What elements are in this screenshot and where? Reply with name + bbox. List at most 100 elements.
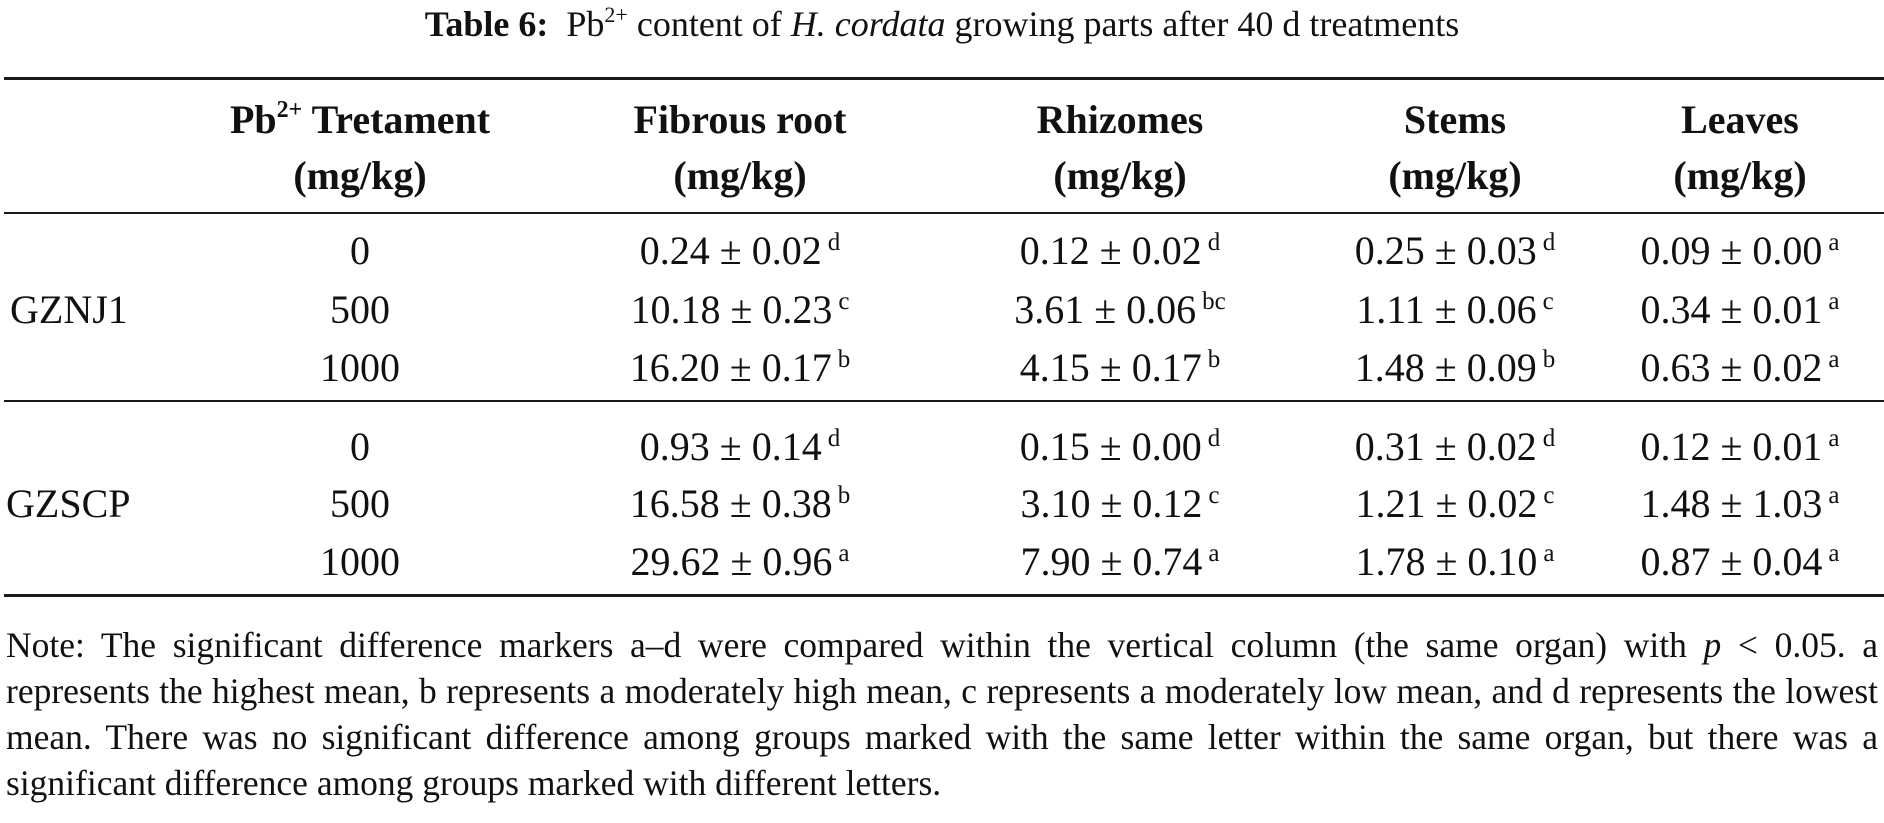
stems-cell: 1.78 ± 0.10 a [1300, 533, 1610, 591]
table-caption: Table 6: Pb2+ content of H. cordata grow… [0, 0, 1884, 48]
significance-marker: a [1543, 540, 1555, 567]
stems-cell: 1.11 ± 0.06 c [1300, 281, 1610, 339]
significance-marker: b [837, 482, 851, 509]
significance-marker: d [1207, 229, 1221, 256]
treatment-cell: 500 [330, 287, 390, 332]
significance-marker: d [1207, 425, 1221, 452]
header-stems-unit: (mg/kg) [1388, 153, 1522, 198]
header-rhizomes: Rhizomes (mg/kg) [960, 92, 1280, 204]
cell-value: 4.15 ± 0.17 [1019, 345, 1202, 390]
treatment-cell: 1000 [320, 345, 400, 390]
cell-value: 0.87 ± 0.04 [1640, 539, 1823, 584]
rhizomes-cell: 0.15 ± 0.00 d [960, 418, 1280, 476]
treatment-cell: 1000 [320, 539, 400, 584]
significance-marker: a [1828, 346, 1840, 373]
header-rhizomes-title: Rhizomes [1036, 97, 1204, 142]
treatment-cell: 500 [330, 481, 390, 526]
cell-value: 29.62 ± 0.96 [630, 539, 833, 584]
cell-value: 0.93 ± 0.14 [639, 424, 822, 469]
significance-marker: d [827, 229, 841, 256]
significance-marker: b [837, 346, 851, 373]
group-separator-rule [4, 400, 1884, 402]
header-leaves-title: Leaves [1681, 97, 1799, 142]
table-note: Note: The significant difference markers… [6, 622, 1878, 806]
header-stems-title: Stems [1403, 97, 1507, 142]
rhizomes-cell: 4.15 ± 0.17 b [960, 339, 1280, 397]
header-rhizomes-unit: (mg/kg) [1053, 153, 1187, 198]
bottom-rule [4, 594, 1884, 597]
significance-marker: c [1542, 288, 1554, 315]
significance-marker: c [1208, 482, 1220, 509]
significance-marker: b [1207, 346, 1221, 373]
leaves-cell: 1.48 ± 1.03 a [1600, 475, 1880, 533]
note-p-symbol: p [1703, 625, 1722, 665]
significance-marker: d [827, 425, 841, 452]
leaves-cell: 0.34 ± 0.01 a [1600, 281, 1880, 339]
caption-text-after: growing parts after 40 d treatments [945, 4, 1460, 44]
leaves-cell: 0.12 ± 0.01 a [1600, 418, 1880, 476]
fibrous-root-cell: 0.24 ± 0.02 d [580, 222, 900, 280]
header-fibrous-root: Fibrous root (mg/kg) [580, 92, 900, 204]
cell-value: 0.63 ± 0.02 [1640, 345, 1823, 390]
significance-marker: a [1828, 229, 1840, 256]
cell-value: 1.21 ± 0.02 [1355, 481, 1538, 526]
stems-cell: 0.31 ± 0.02 d [1300, 418, 1610, 476]
cell-value: 0.12 ± 0.01 [1640, 424, 1823, 469]
fibrous-root-cell: 10.18 ± 0.23 c [580, 281, 900, 339]
stems-cell: 1.21 ± 0.02 c [1300, 475, 1610, 533]
header-leaves-unit: (mg/kg) [1673, 153, 1807, 198]
header-rule [4, 212, 1884, 214]
cell-value: 7.90 ± 0.74 [1020, 539, 1203, 584]
cell-value: 10.18 ± 0.23 [630, 287, 833, 332]
leaves-cell: 0.63 ± 0.02 a [1600, 339, 1880, 397]
rhizomes-cell: 0.12 ± 0.02 d [960, 222, 1280, 280]
group-name: GZSCP [6, 481, 131, 526]
cell-value: 1.11 ± 0.06 [1356, 287, 1537, 332]
treatment-cell: 0 [350, 228, 370, 273]
caption-species: H. cordata [790, 4, 946, 44]
note-text-part1: Note: The significant difference markers… [6, 625, 1704, 665]
significance-marker: a [1828, 425, 1840, 452]
significance-marker: a [1828, 482, 1840, 509]
significance-marker: a [1208, 540, 1220, 567]
cell-value: 0.25 ± 0.03 [1354, 228, 1537, 273]
cell-value: 16.20 ± 0.17 [629, 345, 832, 390]
stems-cell: 1.48 ± 0.09 b [1300, 339, 1610, 397]
header-treatment-unit: (mg/kg) [293, 153, 427, 198]
significance-marker: d [1542, 425, 1556, 452]
cell-value: 0.15 ± 0.00 [1019, 424, 1202, 469]
header-fibrous-root-title: Fibrous root [633, 97, 847, 142]
cell-value: 0.24 ± 0.02 [639, 228, 822, 273]
fibrous-root-cell: 16.58 ± 0.38 b [580, 475, 900, 533]
header-stems: Stems (mg/kg) [1300, 92, 1610, 204]
header-treatment-sup: 2+ [276, 97, 303, 123]
caption-text-middle: content of [627, 4, 791, 44]
header-treatment-title: Pb2+ Tretament [190, 92, 530, 148]
significance-marker: a [1828, 540, 1840, 567]
cell-value: 0.34 ± 0.01 [1640, 287, 1823, 332]
cell-value: 0.09 ± 0.00 [1640, 228, 1823, 273]
cell-value: 0.31 ± 0.02 [1354, 424, 1537, 469]
significance-marker: b [1542, 346, 1556, 373]
rhizomes-cell: 7.90 ± 0.74 a [960, 533, 1280, 591]
cell-value: 3.61 ± 0.06 [1014, 287, 1197, 332]
rhizomes-cell: 3.61 ± 0.06 bc [960, 281, 1280, 339]
header-fibrous-root-unit: (mg/kg) [673, 153, 807, 198]
significance-marker: d [1542, 229, 1556, 256]
significance-marker: a [838, 540, 850, 567]
significance-marker: c [1543, 482, 1555, 509]
note-text-part2: < 0.05. a represents the highest mean, b… [6, 625, 1878, 803]
caption-superscript: 2+ [604, 2, 628, 27]
treatment-cell: 0 [350, 424, 370, 469]
fibrous-root-cell: 29.62 ± 0.96 a [580, 533, 900, 591]
significance-marker: c [838, 288, 850, 315]
leaves-cell: 0.09 ± 0.00 a [1600, 222, 1880, 280]
leaves-cell: 0.87 ± 0.04 a [1600, 533, 1880, 591]
stems-cell: 0.25 ± 0.03 d [1300, 222, 1610, 280]
cell-value: 3.10 ± 0.12 [1020, 481, 1203, 526]
caption-text-before: Pb [566, 4, 605, 44]
fibrous-root-cell: 16.20 ± 0.17 b [580, 339, 900, 397]
table-label: Table 6: [424, 4, 549, 44]
group-name: GZNJ1 [10, 287, 128, 332]
